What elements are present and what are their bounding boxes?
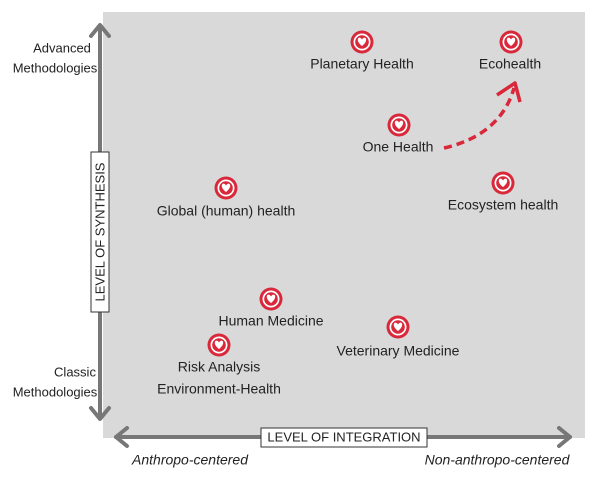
node-icon (214, 176, 238, 200)
node-label: Veterinary Medicine (337, 343, 460, 359)
y-axis-label: LEVEL OF SYNTHESIS (92, 162, 107, 301)
node-label: Ecohealth (479, 56, 541, 72)
node-label: Planetary Health (310, 56, 414, 72)
transition-arrowhead (496, 81, 522, 103)
node-icon (350, 30, 374, 54)
x-label-box (260, 427, 428, 448)
node-label: Ecosystem health (448, 197, 559, 213)
node-label: One Health (363, 139, 434, 155)
x-axis-label: LEVEL OF INTEGRATION (267, 429, 420, 444)
node-label: Risk Analysis (178, 359, 260, 375)
node-label: Human Medicine (218, 313, 323, 329)
node-icon (491, 171, 515, 195)
node-icon (499, 30, 523, 54)
y-bottom-label: Classic (54, 364, 96, 379)
node-icon (387, 113, 411, 137)
y-bottom-label: Methodologies (13, 384, 98, 399)
node-icon (207, 333, 231, 357)
x-left-label: Anthropo-centered (131, 452, 249, 468)
node-label: Global (human) health (157, 203, 296, 219)
x-right-label: Non-anthropo-centered (425, 452, 571, 468)
y-label-box (90, 151, 110, 313)
y-top-label: Methodologies (13, 60, 98, 75)
node-icon (259, 287, 283, 311)
plot-area (103, 12, 585, 438)
node-label: Environment-Health (157, 381, 281, 397)
node-icon (386, 315, 410, 339)
y-top-label: Advanced (33, 40, 91, 55)
